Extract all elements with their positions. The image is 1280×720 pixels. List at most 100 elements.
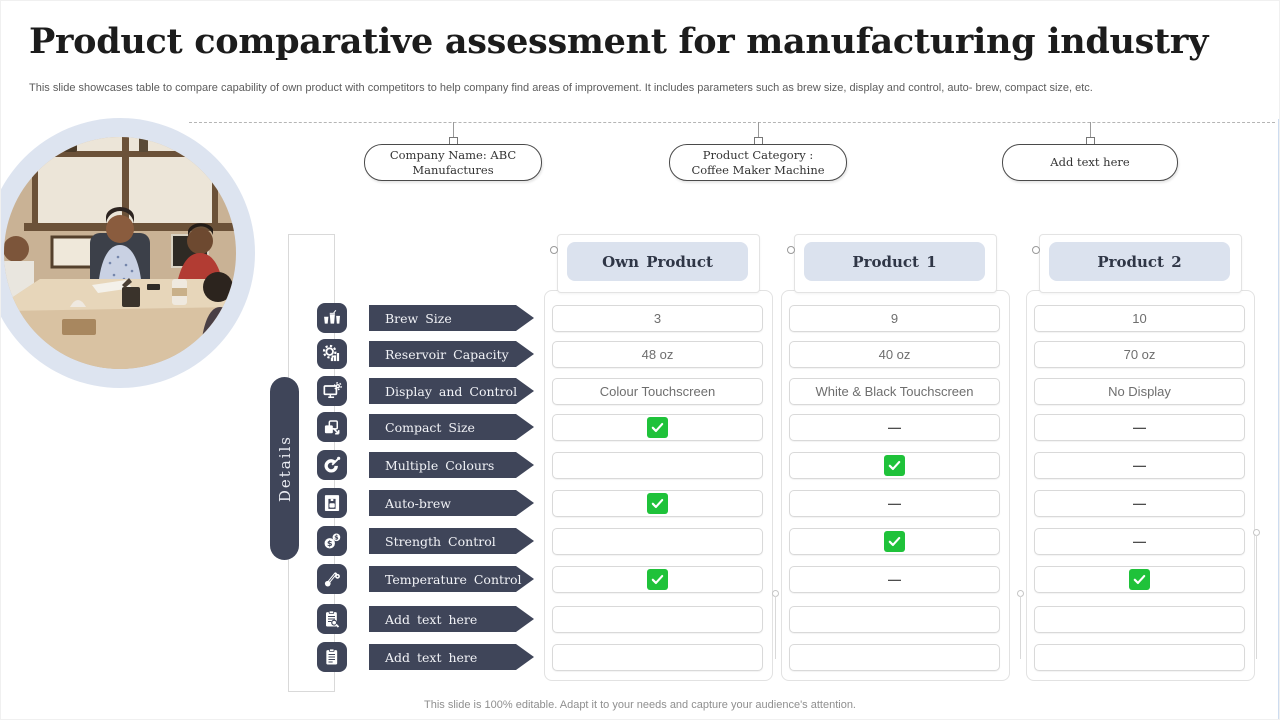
top-label-text: Company Name: ABC Manufactures [389, 147, 517, 177]
row-icon-tile [317, 450, 347, 480]
row-label: Reservoir Capacity [385, 346, 509, 362]
row-label-arrow[interactable]: Add text here [369, 644, 534, 670]
top-label-box[interactable]: Product Category : Coffee Maker Machine [669, 144, 847, 181]
table-cell[interactable]: — [789, 566, 1000, 593]
dash-mark: — [1133, 496, 1146, 511]
column-anchor-dot [1032, 246, 1040, 254]
column-header-label: Product 2 [1097, 252, 1182, 271]
table-cell[interactable] [552, 528, 763, 555]
check-badge [1129, 569, 1150, 590]
footer-note: This slide is 100% editable. Adapt it to… [424, 699, 856, 711]
details-tab: Details [270, 377, 299, 560]
dash-mark: — [888, 572, 901, 587]
table-cell[interactable]: No Display [1034, 378, 1245, 405]
table-cell[interactable] [789, 452, 1000, 479]
cell-value: 40 oz [878, 347, 911, 362]
temperature-control-icon [322, 569, 342, 589]
top-label-box[interactable]: Add text here [1002, 144, 1178, 181]
top-dashed-connector [189, 122, 1275, 123]
table-cell[interactable] [1034, 606, 1245, 633]
table-cell[interactable] [789, 644, 1000, 671]
display-control-icon [322, 381, 342, 401]
table-cell[interactable]: — [1034, 528, 1245, 555]
check-icon [888, 461, 901, 470]
table-cell[interactable] [552, 490, 763, 517]
table-cell[interactable] [552, 452, 763, 479]
row-label: Temperature Control [385, 571, 522, 587]
page-title: Product comparative assessment for manuf… [29, 21, 1209, 62]
table-cell[interactable]: 40 oz [789, 341, 1000, 368]
column-header-label: Own Product [602, 252, 713, 271]
cell-value: 9 [890, 311, 899, 326]
row-label-arrow[interactable]: Add text here [369, 606, 534, 632]
row-label-arrow[interactable]: Compact Size [369, 414, 534, 440]
brew-size-icon [322, 308, 342, 328]
row-icon-tile [317, 564, 347, 594]
table-cell[interactable]: Colour Touchscreen [552, 378, 763, 405]
dash-mark: — [1133, 534, 1146, 549]
cell-value: 10 [1132, 311, 1147, 326]
table-cell[interactable]: 9 [789, 305, 1000, 332]
cell-value: 70 oz [1123, 347, 1156, 362]
row-icon-tile [317, 376, 347, 406]
row-label-arrow[interactable]: Reservoir Capacity [369, 341, 534, 367]
top-label-box[interactable]: Company Name: ABC Manufactures [364, 144, 542, 181]
table-cell[interactable]: 48 oz [552, 341, 763, 368]
row-icon-tile [317, 604, 347, 634]
check-icon [651, 499, 664, 508]
table-cell[interactable] [1034, 644, 1245, 671]
table-cell[interactable] [789, 528, 1000, 555]
connector-line [1256, 535, 1257, 659]
clipboard-notes-icon [322, 647, 342, 667]
table-cell[interactable]: — [789, 414, 1000, 441]
column-header[interactable]: Product 2 [1049, 242, 1230, 281]
table-cell[interactable]: — [1034, 452, 1245, 479]
column-header[interactable]: Product 1 [804, 242, 985, 281]
row-label: Multiple Colours [385, 457, 495, 473]
table-cell[interactable]: White & Black Touchscreen [789, 378, 1000, 405]
table-cell[interactable] [552, 644, 763, 671]
multiple-colours-icon [322, 455, 342, 475]
row-label-arrow[interactable]: Display and Control [369, 378, 534, 404]
table-cell[interactable]: — [789, 490, 1000, 517]
row-label-arrow[interactable]: Temperature Control [369, 566, 534, 592]
table-cell[interactable] [1034, 566, 1245, 593]
cell-value: Colour Touchscreen [599, 384, 716, 399]
table-cell[interactable] [552, 414, 763, 441]
row-label: Add text here [385, 611, 478, 627]
row-label-arrow[interactable]: Strength Control [369, 528, 534, 554]
table-cell[interactable]: — [1034, 490, 1245, 517]
table-cell[interactable] [789, 606, 1000, 633]
cell-value: White & Black Touchscreen [815, 384, 974, 399]
cell-value: 48 oz [641, 347, 674, 362]
row-label-arrow[interactable]: Brew Size [369, 305, 534, 331]
row-icon-tile [317, 303, 347, 333]
connector-line [775, 596, 776, 659]
svg-text:$: $ [327, 539, 333, 548]
table-cell[interactable]: — [1034, 414, 1245, 441]
row-icon-tile [317, 488, 347, 518]
row-icon-tile: $ $ [317, 526, 347, 556]
row-label: Compact Size [385, 419, 475, 435]
top-label-text: Product Category : Coffee Maker Machine [691, 147, 825, 177]
callout-connector-line [453, 122, 454, 141]
check-icon [651, 575, 664, 584]
column-anchor-dot [550, 246, 558, 254]
right-accent-line [1278, 119, 1279, 719]
table-cell[interactable]: 10 [1034, 305, 1245, 332]
table-cell[interactable] [552, 606, 763, 633]
callout-connector-line [758, 122, 759, 141]
table-cell[interactable]: 70 oz [1034, 341, 1245, 368]
clipboard-search-icon [322, 609, 342, 629]
column-header[interactable]: Own Product [567, 242, 748, 281]
table-cell[interactable] [552, 566, 763, 593]
meeting-photo-illustration [4, 137, 236, 369]
check-badge [647, 417, 668, 438]
row-label-arrow[interactable]: Auto-brew [369, 490, 534, 516]
table-cell[interactable]: 3 [552, 305, 763, 332]
row-icon-tile [317, 339, 347, 369]
row-label-arrow[interactable]: Multiple Colours [369, 452, 534, 478]
check-badge [647, 569, 668, 590]
cell-value: No Display [1108, 384, 1171, 399]
